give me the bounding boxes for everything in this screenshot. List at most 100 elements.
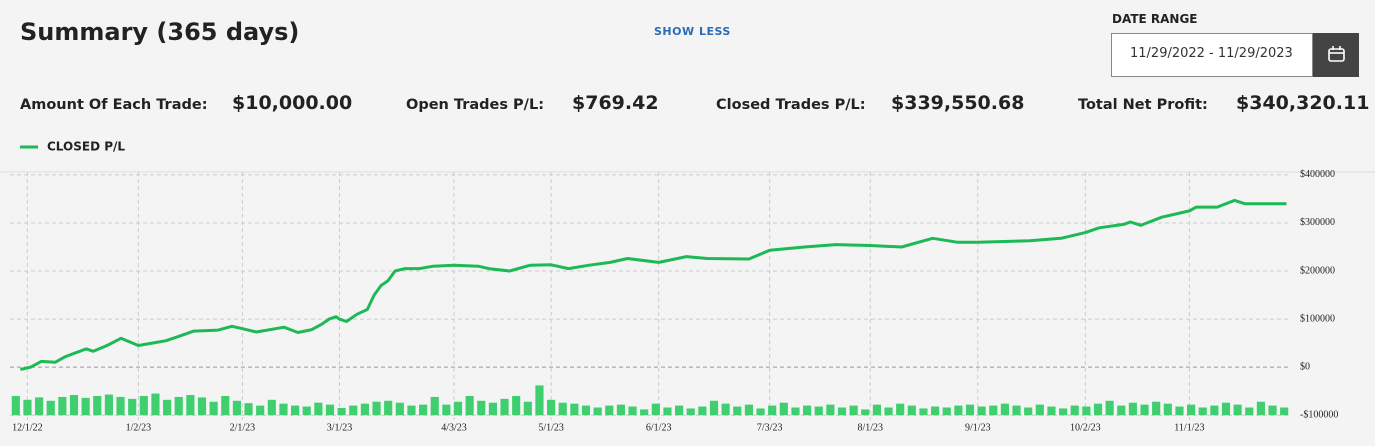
volume-bar	[244, 403, 253, 416]
volume-bar	[128, 398, 137, 416]
stat-label: Open Trades P/L:	[406, 97, 544, 113]
date-range-input[interactable]	[1111, 33, 1313, 77]
volume-bar	[1082, 406, 1091, 416]
volume-bar	[954, 405, 963, 416]
volume-bar	[651, 403, 660, 416]
volume-bar	[465, 395, 474, 416]
volume-bar	[861, 409, 870, 416]
volume-bar	[581, 405, 591, 416]
x-tick-label: 8/1/23	[857, 422, 883, 433]
y-tick-label: $0	[1300, 361, 1310, 372]
volume-bar	[384, 400, 393, 416]
volume-bar	[640, 409, 649, 416]
x-tick-label: 10/2/23	[1070, 422, 1101, 433]
volume-bar	[814, 406, 823, 416]
volume-bar	[1128, 402, 1137, 416]
volume-bar	[325, 404, 335, 416]
volume-bar	[1000, 403, 1009, 416]
volume-bar	[279, 403, 288, 416]
volume-bar	[512, 395, 521, 416]
volume-bar	[1175, 406, 1184, 416]
volume-bar	[93, 395, 102, 416]
volume-bar	[23, 399, 32, 416]
volume-bar	[570, 403, 579, 416]
volume-bar	[500, 398, 509, 416]
line	[20, 198, 1287, 371]
volume-bar	[1280, 407, 1289, 416]
volume-bar	[1233, 404, 1242, 416]
volume-bar	[139, 395, 148, 416]
volume-bar	[1163, 403, 1172, 416]
volume-bar	[372, 401, 381, 416]
calendar-button[interactable]	[1313, 33, 1359, 77]
volume-bar	[163, 399, 172, 416]
calendar-icon	[1328, 46, 1345, 62]
volume-bar	[104, 394, 113, 416]
volume-bar	[1059, 408, 1068, 416]
volume-bar	[1117, 405, 1126, 416]
x-tick-label: 12/1/22	[12, 422, 43, 433]
volume-bar	[616, 404, 625, 416]
volume-bar	[453, 401, 463, 416]
volume-bar	[81, 397, 90, 416]
volume-bar	[1140, 404, 1149, 416]
volume-bar	[1035, 404, 1044, 416]
volume-bar	[488, 402, 497, 416]
x-tick-label: 2/1/23	[230, 422, 256, 433]
volume-bar	[931, 406, 940, 416]
volume-bar	[46, 400, 55, 416]
volume-bar	[477, 400, 486, 416]
x-tick-label: 4/3/23	[441, 422, 467, 433]
stat-value: $339,550.68	[891, 92, 1025, 114]
volume-bar	[675, 405, 684, 416]
volume-bar	[430, 396, 439, 416]
volume-bar	[151, 393, 160, 416]
volume-bar	[605, 405, 614, 416]
volume-bar	[919, 408, 928, 416]
volume-bar	[896, 403, 905, 416]
volume-bar	[733, 406, 742, 416]
volume-bar	[349, 405, 358, 416]
toggle-link[interactable]: SHOW LESS	[654, 25, 731, 38]
volume-bar	[174, 396, 183, 416]
volume-bar	[593, 407, 602, 416]
volume-bar	[337, 407, 346, 416]
volume-bar	[558, 402, 567, 416]
volume-bar	[977, 406, 986, 416]
volume-bar	[535, 385, 544, 416]
volume-bar	[942, 407, 951, 416]
x-tick-label: 1/2/23	[126, 422, 152, 433]
volume-bar	[395, 402, 404, 416]
volume-bar	[1012, 405, 1021, 416]
y-tick-label: $100000	[1300, 313, 1335, 324]
y-tick-label: -$100000	[1300, 409, 1338, 420]
volume-bar	[1152, 401, 1161, 416]
volume-bar	[907, 405, 916, 416]
volume-bar	[709, 400, 719, 416]
volume-bar	[1245, 407, 1254, 416]
date-range-label: DATE RANGE	[1112, 12, 1198, 26]
x-tick-label: 9/1/23	[965, 422, 991, 433]
volume-bar	[965, 404, 975, 416]
volume-bar	[1047, 406, 1056, 416]
date-range-value: 11/29/2022 - 11/29/2023	[1130, 46, 1293, 61]
stat-value: $340,320.11	[1236, 92, 1370, 114]
x-tick-label: 6/1/23	[646, 422, 672, 433]
volume-bar	[1268, 405, 1277, 416]
volume-bar	[1187, 404, 1196, 416]
title: Summary (365 days)	[20, 18, 300, 46]
volume-bar	[744, 404, 753, 416]
volume-bar	[663, 407, 672, 416]
volume-bar	[849, 405, 858, 416]
volume-bar	[1093, 403, 1103, 416]
volume-bar	[756, 408, 765, 416]
volume-bar	[989, 405, 998, 416]
volume-bar	[302, 406, 311, 416]
volume-bar	[360, 403, 369, 416]
stat-value: $769.42	[572, 92, 659, 114]
volume-bar	[442, 404, 451, 416]
volume-bar	[547, 399, 556, 416]
volume-bar	[267, 399, 276, 416]
